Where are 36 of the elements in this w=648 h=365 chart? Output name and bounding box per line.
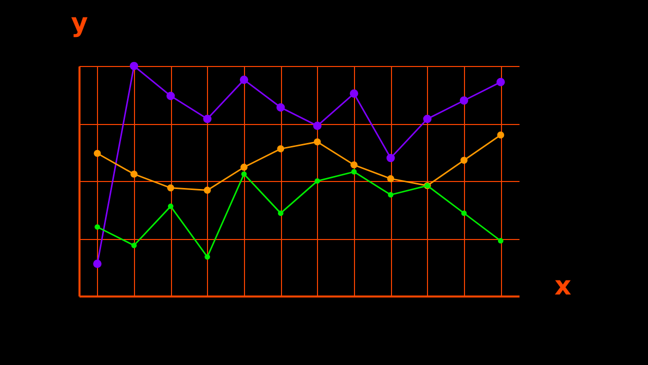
point xyxy=(423,114,432,124)
point xyxy=(204,186,211,194)
point xyxy=(386,154,395,162)
point xyxy=(461,210,467,216)
point xyxy=(130,62,138,70)
point xyxy=(240,76,248,84)
point xyxy=(94,150,101,157)
point xyxy=(131,242,137,248)
point xyxy=(497,131,504,139)
point xyxy=(313,122,322,130)
point xyxy=(240,164,248,171)
point xyxy=(276,103,285,112)
point xyxy=(278,210,284,216)
point xyxy=(350,161,358,168)
point xyxy=(241,171,247,177)
y-axis-title: y xyxy=(71,8,88,38)
point xyxy=(167,184,174,192)
point xyxy=(277,145,284,152)
point xyxy=(93,260,102,268)
point xyxy=(94,224,100,230)
x-axis-title: x xyxy=(554,272,572,302)
point xyxy=(351,169,357,175)
point xyxy=(460,96,468,105)
point xyxy=(204,254,210,260)
point xyxy=(460,156,468,164)
point xyxy=(496,78,505,86)
point xyxy=(498,238,504,244)
point xyxy=(314,138,321,146)
point xyxy=(130,170,138,178)
point xyxy=(314,178,320,184)
point xyxy=(388,192,394,198)
point xyxy=(166,92,175,100)
point xyxy=(387,175,394,182)
point xyxy=(350,89,358,98)
point xyxy=(168,204,174,210)
point xyxy=(203,114,212,124)
